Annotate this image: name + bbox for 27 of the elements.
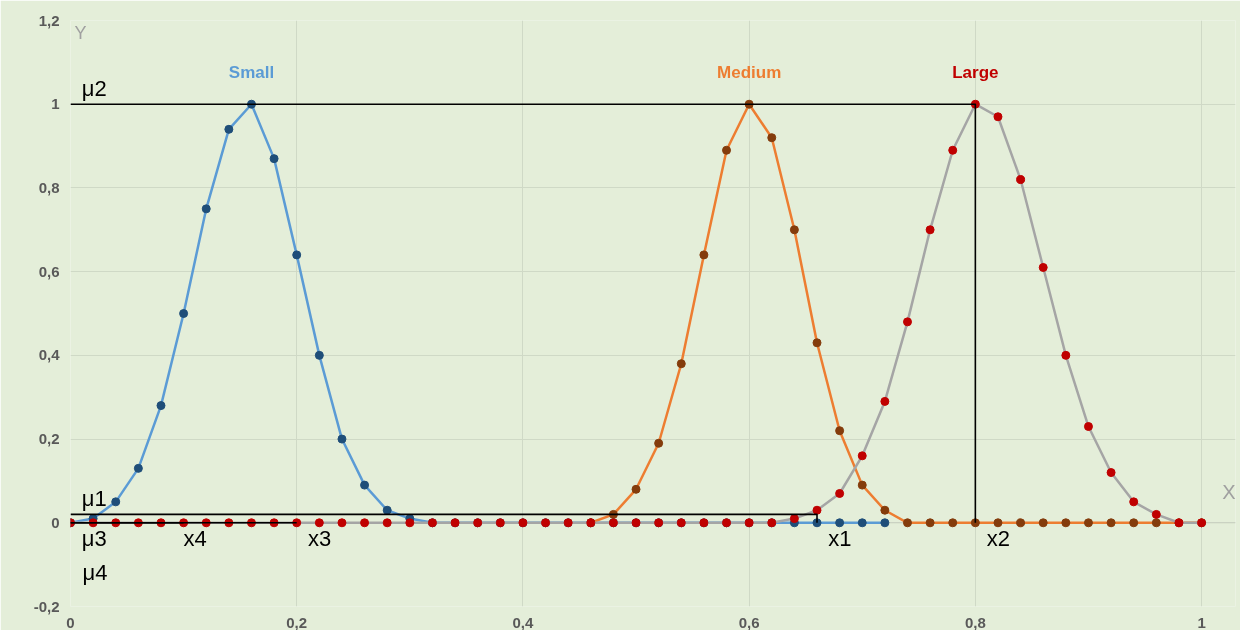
series-label: Small xyxy=(228,63,275,83)
annotation: μ3 xyxy=(81,526,107,552)
annotation: μ2 xyxy=(81,75,107,101)
y-axis-title: Y xyxy=(74,22,87,43)
x-tick-label: 0,8 xyxy=(964,613,986,631)
x-tick-label: 1 xyxy=(1197,613,1206,631)
series-label: Medium xyxy=(717,63,782,83)
y-tick-label: 0,4 xyxy=(38,346,61,364)
x-tick-label: 0,6 xyxy=(738,613,760,631)
annotation: x4 xyxy=(183,526,207,552)
annotation: μ1 xyxy=(81,485,107,511)
annotation: x1 xyxy=(828,526,852,552)
y-tick-label: -0,2 xyxy=(33,597,60,615)
x-axis-title: X xyxy=(1222,480,1236,503)
x-tick-label: 0,4 xyxy=(512,613,535,631)
y-tick-label: 0,8 xyxy=(38,178,60,196)
annotation: μ4 xyxy=(82,560,108,586)
annotation: x3 xyxy=(308,526,332,552)
y-tick-label: 0,6 xyxy=(38,262,60,280)
x-tick-label: 0 xyxy=(66,613,75,631)
y-tick-label: 1,2 xyxy=(38,11,60,29)
annotation: x2 xyxy=(986,526,1010,552)
series-label: Large xyxy=(952,63,999,83)
y-tick-label: 1 xyxy=(51,95,60,113)
y-tick-label: 0,2 xyxy=(38,430,60,448)
y-tick-label: 0 xyxy=(51,513,60,531)
x-tick-label: 0,2 xyxy=(286,613,308,631)
